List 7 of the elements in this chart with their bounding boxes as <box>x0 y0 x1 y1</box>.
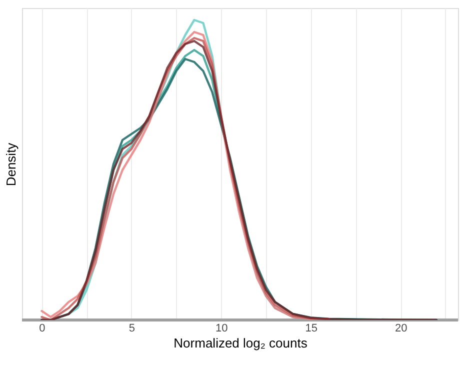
x-tick-label: 15 <box>305 322 318 334</box>
x-tick-label: 10 <box>216 322 228 334</box>
x-tick-label: 20 <box>394 322 408 334</box>
x-tick-label: 5 <box>128 322 136 334</box>
x-axis-title: Normalized log₂ counts <box>174 336 308 350</box>
x-tick-label: 0 <box>39 322 46 334</box>
y-axis-title: Density <box>4 142 18 186</box>
